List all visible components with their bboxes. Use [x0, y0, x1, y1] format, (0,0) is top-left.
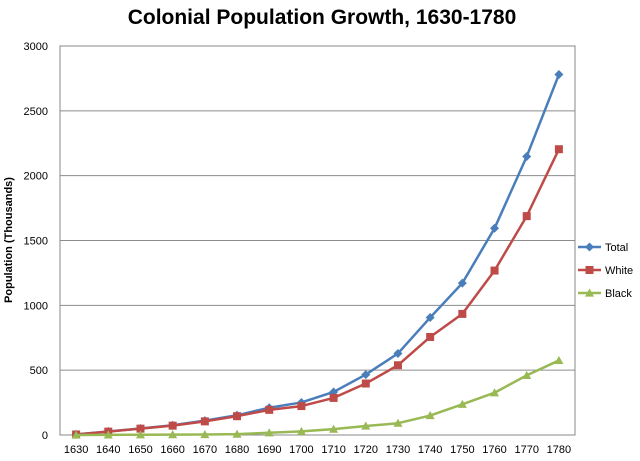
- data-point-black: [361, 421, 371, 430]
- y-tick-label: 2000: [24, 171, 48, 183]
- data-point-white: [554, 145, 563, 154]
- data-point-total: [522, 151, 532, 161]
- y-tick-label: 0: [42, 430, 48, 442]
- data-point-total: [425, 313, 435, 323]
- y-tick-label: 1500: [24, 236, 48, 248]
- plot-area-border: [59, 45, 576, 436]
- legend: Total White Black: [578, 242, 633, 300]
- data-point-black: [393, 418, 403, 427]
- legend-label: Total: [605, 242, 628, 254]
- data-point-white: [265, 405, 274, 414]
- y-tick-label: 2500: [24, 106, 48, 118]
- data-point-white: [393, 361, 402, 370]
- series-line-total: [75, 74, 561, 436]
- data-point-white: [168, 421, 177, 430]
- y-tick-label: 1000: [24, 300, 48, 312]
- y-axis-tick-labels: 0 500 1000 1500 2000 2500 3000: [24, 41, 48, 442]
- data-point-total: [457, 278, 467, 288]
- y-tick-label: 3000: [24, 41, 48, 53]
- data-point-black: [329, 424, 339, 433]
- x-tick-label: 1640: [96, 444, 120, 456]
- data-point-black: [200, 429, 210, 439]
- data-point-total: [393, 348, 403, 358]
- x-tick-label: 1630: [64, 444, 88, 456]
- data-point-white: [136, 424, 145, 433]
- data-point-black: [522, 370, 532, 379]
- data-point-total: [361, 370, 371, 380]
- gridlines: [60, 45, 575, 436]
- data-point-black: [232, 429, 242, 438]
- data-point-black: [490, 388, 500, 397]
- legend-item-black: Black: [578, 288, 632, 300]
- x-tick-label: 1750: [450, 444, 474, 456]
- series-white: [72, 145, 563, 439]
- legend-label: White: [605, 265, 633, 277]
- data-point-white: [361, 379, 370, 388]
- data-point-black: [103, 430, 113, 439]
- legend-item-white: White: [578, 265, 633, 277]
- data-point-black: [296, 426, 306, 435]
- data-point-white: [458, 309, 467, 318]
- data-point-white: [490, 266, 499, 275]
- x-tick-label: 1650: [128, 444, 152, 456]
- chart-title: Colonial Population Growth, 1630-1780: [128, 6, 517, 29]
- data-point-black: [135, 430, 145, 439]
- data-point-black: [264, 428, 274, 437]
- data-point-white: [297, 402, 306, 411]
- series-line-black: [76, 359, 560, 437]
- legend-marker-white: [585, 266, 594, 274]
- series-total: [71, 70, 564, 439]
- data-point-black: [457, 399, 467, 408]
- x-tick-label: 1780: [547, 444, 571, 456]
- data-point-white: [200, 417, 209, 426]
- x-tick-label: 1760: [482, 444, 506, 456]
- data-point-white: [522, 212, 531, 221]
- x-tick-label: 1770: [514, 444, 538, 456]
- x-tick-label: 1690: [257, 444, 281, 456]
- data-point-white: [426, 332, 435, 341]
- data-point-black: [168, 430, 178, 439]
- x-tick-label: 1700: [289, 444, 313, 456]
- x-tick-label: 1670: [193, 444, 217, 456]
- data-point-white: [329, 393, 338, 402]
- y-axis-label: Population (Thousands): [3, 177, 15, 303]
- data-point-black: [554, 355, 564, 365]
- legend-marker-total: [585, 242, 594, 252]
- x-tick-label: 1730: [386, 444, 410, 456]
- legend-item-total: Total: [578, 242, 628, 254]
- series-black: [71, 355, 564, 439]
- x-tick-label: 1740: [418, 444, 442, 456]
- x-tick-label: 1680: [225, 444, 249, 456]
- data-point-black: [425, 411, 435, 420]
- data-series: [71, 70, 564, 439]
- x-tick-label: 1710: [321, 444, 345, 456]
- series-line-white: [75, 148, 561, 436]
- data-point-white: [233, 412, 242, 421]
- legend-label: Black: [605, 288, 632, 300]
- x-axis-tick-labels: 1630 1640 1650 1660 1670 1680 1690 1700 1710 1720…: [64, 444, 571, 456]
- y-tick-label: 500: [30, 365, 48, 377]
- legend-marker-black: [585, 288, 594, 297]
- data-point-total: [490, 223, 500, 233]
- x-tick-label: 1660: [160, 444, 184, 456]
- data-point-total: [554, 70, 564, 80]
- data-point-black: [71, 430, 81, 439]
- x-tick-label: 1720: [354, 444, 378, 456]
